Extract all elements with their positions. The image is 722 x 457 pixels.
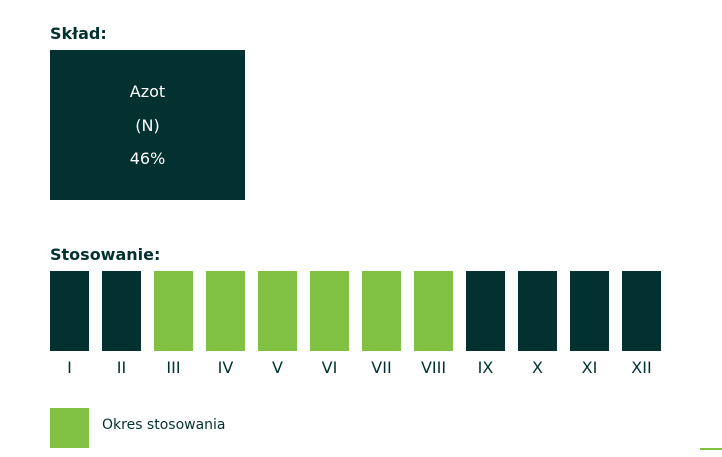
month-label: XII [631,358,652,377]
month-label: IV [217,358,234,377]
month-label: V [272,358,283,377]
month-label: IX [477,358,494,377]
month-box [466,271,505,351]
month-box [518,271,557,351]
month-label: X [532,358,543,377]
month-label: III [166,358,181,377]
month-box [362,271,401,351]
composition-box: Azot (N) 46% [50,50,245,200]
month-label: I [67,358,72,377]
month-box [258,271,297,351]
month-box [414,271,453,351]
month-box [154,271,193,351]
composition-title: Skład: [50,24,107,43]
month-label: VII [371,358,392,377]
month-label: XI [581,358,598,377]
element-name: Azot [129,82,166,101]
month-box [102,271,141,351]
month-label: II [116,358,127,377]
month-box [622,271,661,351]
month-label: VIII [420,358,447,377]
month-box [310,271,349,351]
usage-title: Stosowanie: [50,245,161,264]
month-label: VI [321,358,338,377]
month-box [570,271,609,351]
month-box [206,271,245,351]
legend-swatch [50,408,89,448]
element-symbol: (N) [135,116,160,135]
month-box [50,271,89,351]
decoration [700,448,722,450]
element-content: 46% [129,149,166,168]
legend-label: Okres stosowania [102,417,226,433]
